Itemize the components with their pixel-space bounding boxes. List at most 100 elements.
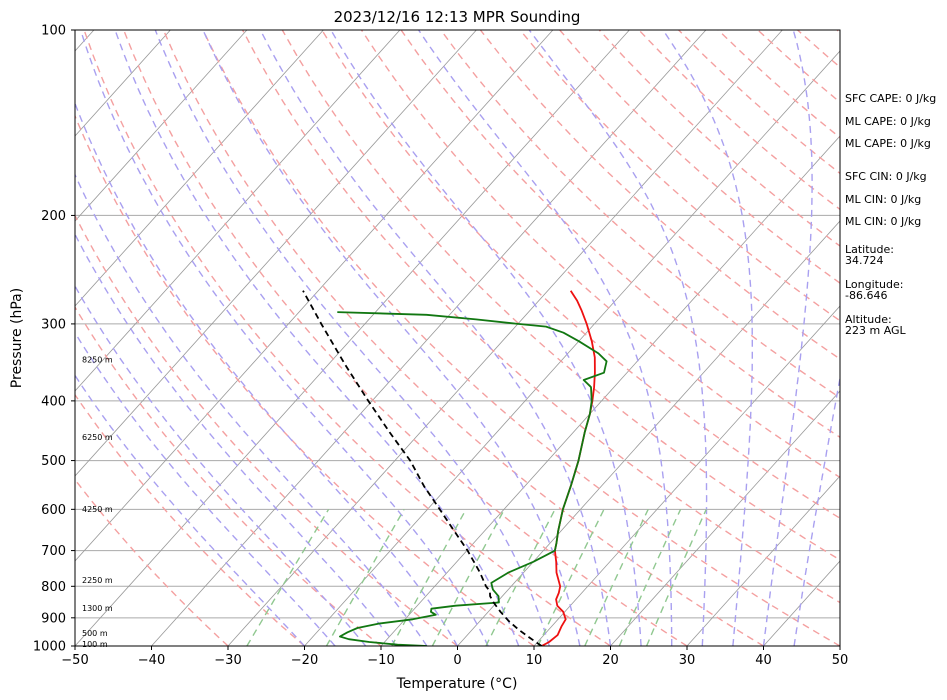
height-label: 1300 m — [82, 604, 113, 613]
ml-cin-text-2: ML CIN: 0 J/kg — [845, 215, 922, 228]
x-tick-label: 0 — [453, 653, 461, 668]
sounding-profiles — [302, 290, 608, 646]
y-tick-label: 300 — [41, 317, 66, 332]
moist-adiabat-line — [202, 30, 581, 646]
height-label: 6250 m — [82, 433, 113, 442]
height-labels: 8250 m 6250 m 4250 m 2250 m 1300 m 500 m 100 m — [82, 356, 113, 649]
x-tick-label: 10 — [526, 653, 543, 668]
sfc-cape-text: SFC CAPE: 0 J/kg — [845, 92, 937, 105]
altitude-text: Altitude: 223 m AGL — [845, 313, 906, 337]
moist-adiabat-line — [259, 30, 612, 646]
dry-adiabat-line — [75, 214, 458, 646]
height-label: 4250 m — [82, 505, 113, 514]
y-tick-label: 200 — [41, 209, 66, 224]
dry-adiabat-line — [75, 114, 535, 646]
isotherm-line — [75, 30, 171, 137]
moist-adiabat-line — [528, 30, 708, 646]
y-tick-label: 700 — [41, 544, 66, 559]
mixing-ratio-line — [537, 508, 605, 646]
dry-adiabat-line — [519, 30, 840, 322]
moist-adiabat-line — [418, 30, 673, 646]
x-tick-label: −50 — [61, 653, 88, 668]
mixing-ratio-line — [246, 508, 330, 646]
x-axis-label: Temperature (°C) — [396, 676, 518, 692]
dry-adiabat-line — [241, 30, 840, 604]
parcel-profile-line — [302, 290, 543, 646]
y-tick-label: 100 — [41, 24, 66, 39]
dry-adiabat-line — [281, 30, 840, 561]
isotherm-line — [227, 30, 783, 646]
dry-adiabat-line — [123, 30, 688, 646]
isotherm-line — [304, 50, 840, 646]
moist-adiabat-line — [75, 331, 336, 646]
dry-adiabat-line — [162, 30, 764, 646]
y-axis-label: Pressure (hPa) — [9, 288, 25, 388]
ml-cin-text-1: ML CIN: 0 J/kg — [845, 193, 922, 206]
isotherm-line — [75, 30, 477, 477]
ml-cape-text-2: ML CAPE: 0 J/kg — [845, 137, 931, 150]
moist-adiabat-line — [75, 374, 306, 646]
y-tick-label: 500 — [41, 454, 66, 469]
x-tick-label: −10 — [367, 653, 394, 668]
longitude-text: Longitude: -86.646 — [845, 278, 904, 302]
moist-adiabat-line — [75, 101, 459, 646]
dry-adiabat-line — [479, 30, 840, 360]
mixing-ratio-line — [485, 508, 556, 646]
y-tick-label: 800 — [41, 580, 66, 595]
sfc-cin-text: SFC CIN: 0 J/kg — [845, 170, 927, 183]
moist-adiabat-line — [793, 374, 840, 646]
sounding-info-panel: SFC CAPE: 0 J/kg ML CAPE: 0 J/kg ML CAPE… — [845, 90, 945, 336]
mixing-ratio-line — [431, 508, 506, 646]
isotherm-line — [75, 30, 248, 222]
x-axis-ticks: −50 −40 −30 −20 −10 0 10 20 30 40 50 — [61, 646, 848, 668]
isotherm-line — [533, 305, 840, 646]
moist-adiabat-line — [662, 30, 753, 646]
isotherm-line — [457, 220, 840, 646]
dry-adiabat-line — [75, 478, 229, 646]
y-tick-label: 900 — [41, 611, 66, 626]
height-label: 500 m — [82, 629, 108, 638]
x-tick-label: −20 — [291, 653, 318, 668]
height-label: 100 m — [82, 640, 108, 649]
latitude-text: Latitude: 34.724 — [845, 243, 894, 267]
mixing-ratio-line — [645, 509, 707, 646]
y-tick-label: 600 — [41, 503, 66, 518]
moist-adiabat-line — [75, 173, 428, 646]
isotherm-line — [686, 475, 840, 646]
isotherm-line — [75, 30, 630, 646]
background-lines — [75, 30, 840, 646]
plot-frame — [74, 29, 841, 647]
dry-adiabat-line — [75, 393, 305, 646]
isotherm-line — [75, 30, 401, 392]
isotherm-line — [75, 30, 554, 562]
dry-adiabat-line — [360, 30, 840, 479]
x-tick-label: −30 — [214, 653, 241, 668]
x-tick-label: 40 — [755, 653, 772, 668]
moist-adiabat-line — [762, 30, 813, 646]
mixing-ratio-line — [618, 509, 682, 646]
y-axis-ticks: 100 200 300 400 500 600 700 800 900 1000 — [33, 24, 75, 655]
dry-adiabat-line — [321, 30, 840, 520]
height-label: 8250 m — [82, 356, 113, 365]
moist-adiabat-line — [79, 30, 489, 646]
x-tick-label: 30 — [679, 653, 696, 668]
isotherm-line — [610, 390, 840, 646]
mixing-ratio-line — [391, 508, 467, 646]
mixing-ratio-line — [584, 508, 649, 646]
temperature-profile-line — [541, 290, 596, 646]
ml-cape-text-1: ML CAPE: 0 J/kg — [845, 115, 931, 128]
x-tick-label: −40 — [138, 653, 165, 668]
dry-adiabat-line — [559, 30, 840, 285]
isotherm-line — [75, 30, 324, 307]
isotherm-line — [380, 135, 840, 646]
y-tick-label: 400 — [41, 394, 66, 409]
mixing-ratio-line — [325, 508, 405, 646]
moist-adiabat-line — [330, 30, 642, 646]
chart-title: 2023/12/16 12:13 MPR Sounding — [334, 8, 581, 26]
height-label: 2250 m — [82, 576, 113, 585]
x-tick-label: 20 — [602, 653, 619, 668]
dry-adiabat-line — [202, 30, 840, 646]
dry-adiabat-line — [83, 30, 611, 646]
x-tick-label: 50 — [832, 653, 849, 668]
